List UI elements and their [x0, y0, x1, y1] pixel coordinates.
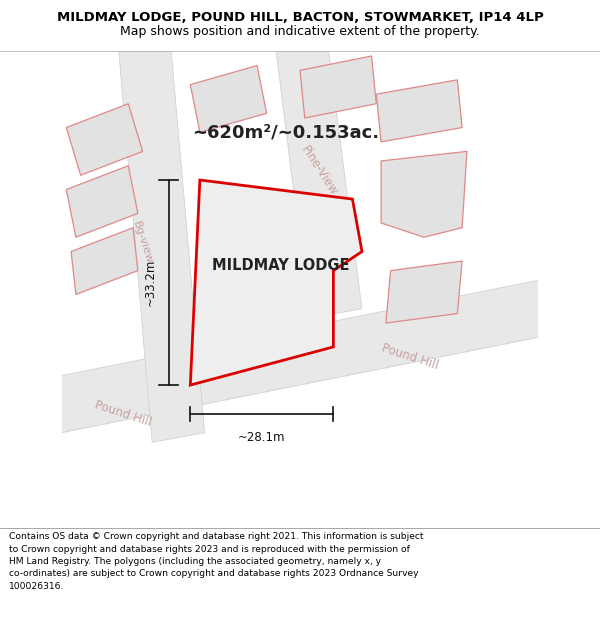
Text: MILDMAY LODGE, POUND HILL, BACTON, STOWMARKET, IP14 4LP: MILDMAY LODGE, POUND HILL, BACTON, STOWM… [56, 11, 544, 24]
Text: Contains OS data © Crown copyright and database right 2021. This information is : Contains OS data © Crown copyright and d… [9, 532, 424, 591]
Text: Pound Hill: Pound Hill [94, 398, 154, 429]
Polygon shape [67, 104, 143, 175]
Polygon shape [300, 56, 376, 118]
Polygon shape [62, 280, 538, 432]
Polygon shape [386, 261, 462, 323]
Text: Pound Hill: Pound Hill [380, 341, 440, 372]
Text: ~33.2m: ~33.2m [143, 259, 156, 306]
Text: MILDMAY LODGE: MILDMAY LODGE [212, 258, 350, 273]
Polygon shape [190, 180, 362, 385]
Polygon shape [376, 80, 462, 142]
Polygon shape [381, 151, 467, 238]
Polygon shape [71, 228, 138, 294]
Polygon shape [276, 51, 362, 318]
Text: Map shows position and indicative extent of the property.: Map shows position and indicative extent… [120, 26, 480, 39]
Polygon shape [119, 51, 205, 442]
Text: ~28.1m: ~28.1m [238, 431, 286, 444]
Polygon shape [67, 166, 138, 238]
Text: Pine-View: Pine-View [298, 143, 340, 198]
Text: Bg-view: Bg-view [131, 219, 154, 264]
Polygon shape [190, 66, 266, 132]
Text: ~620m²/~0.153ac.: ~620m²/~0.153ac. [192, 123, 379, 141]
